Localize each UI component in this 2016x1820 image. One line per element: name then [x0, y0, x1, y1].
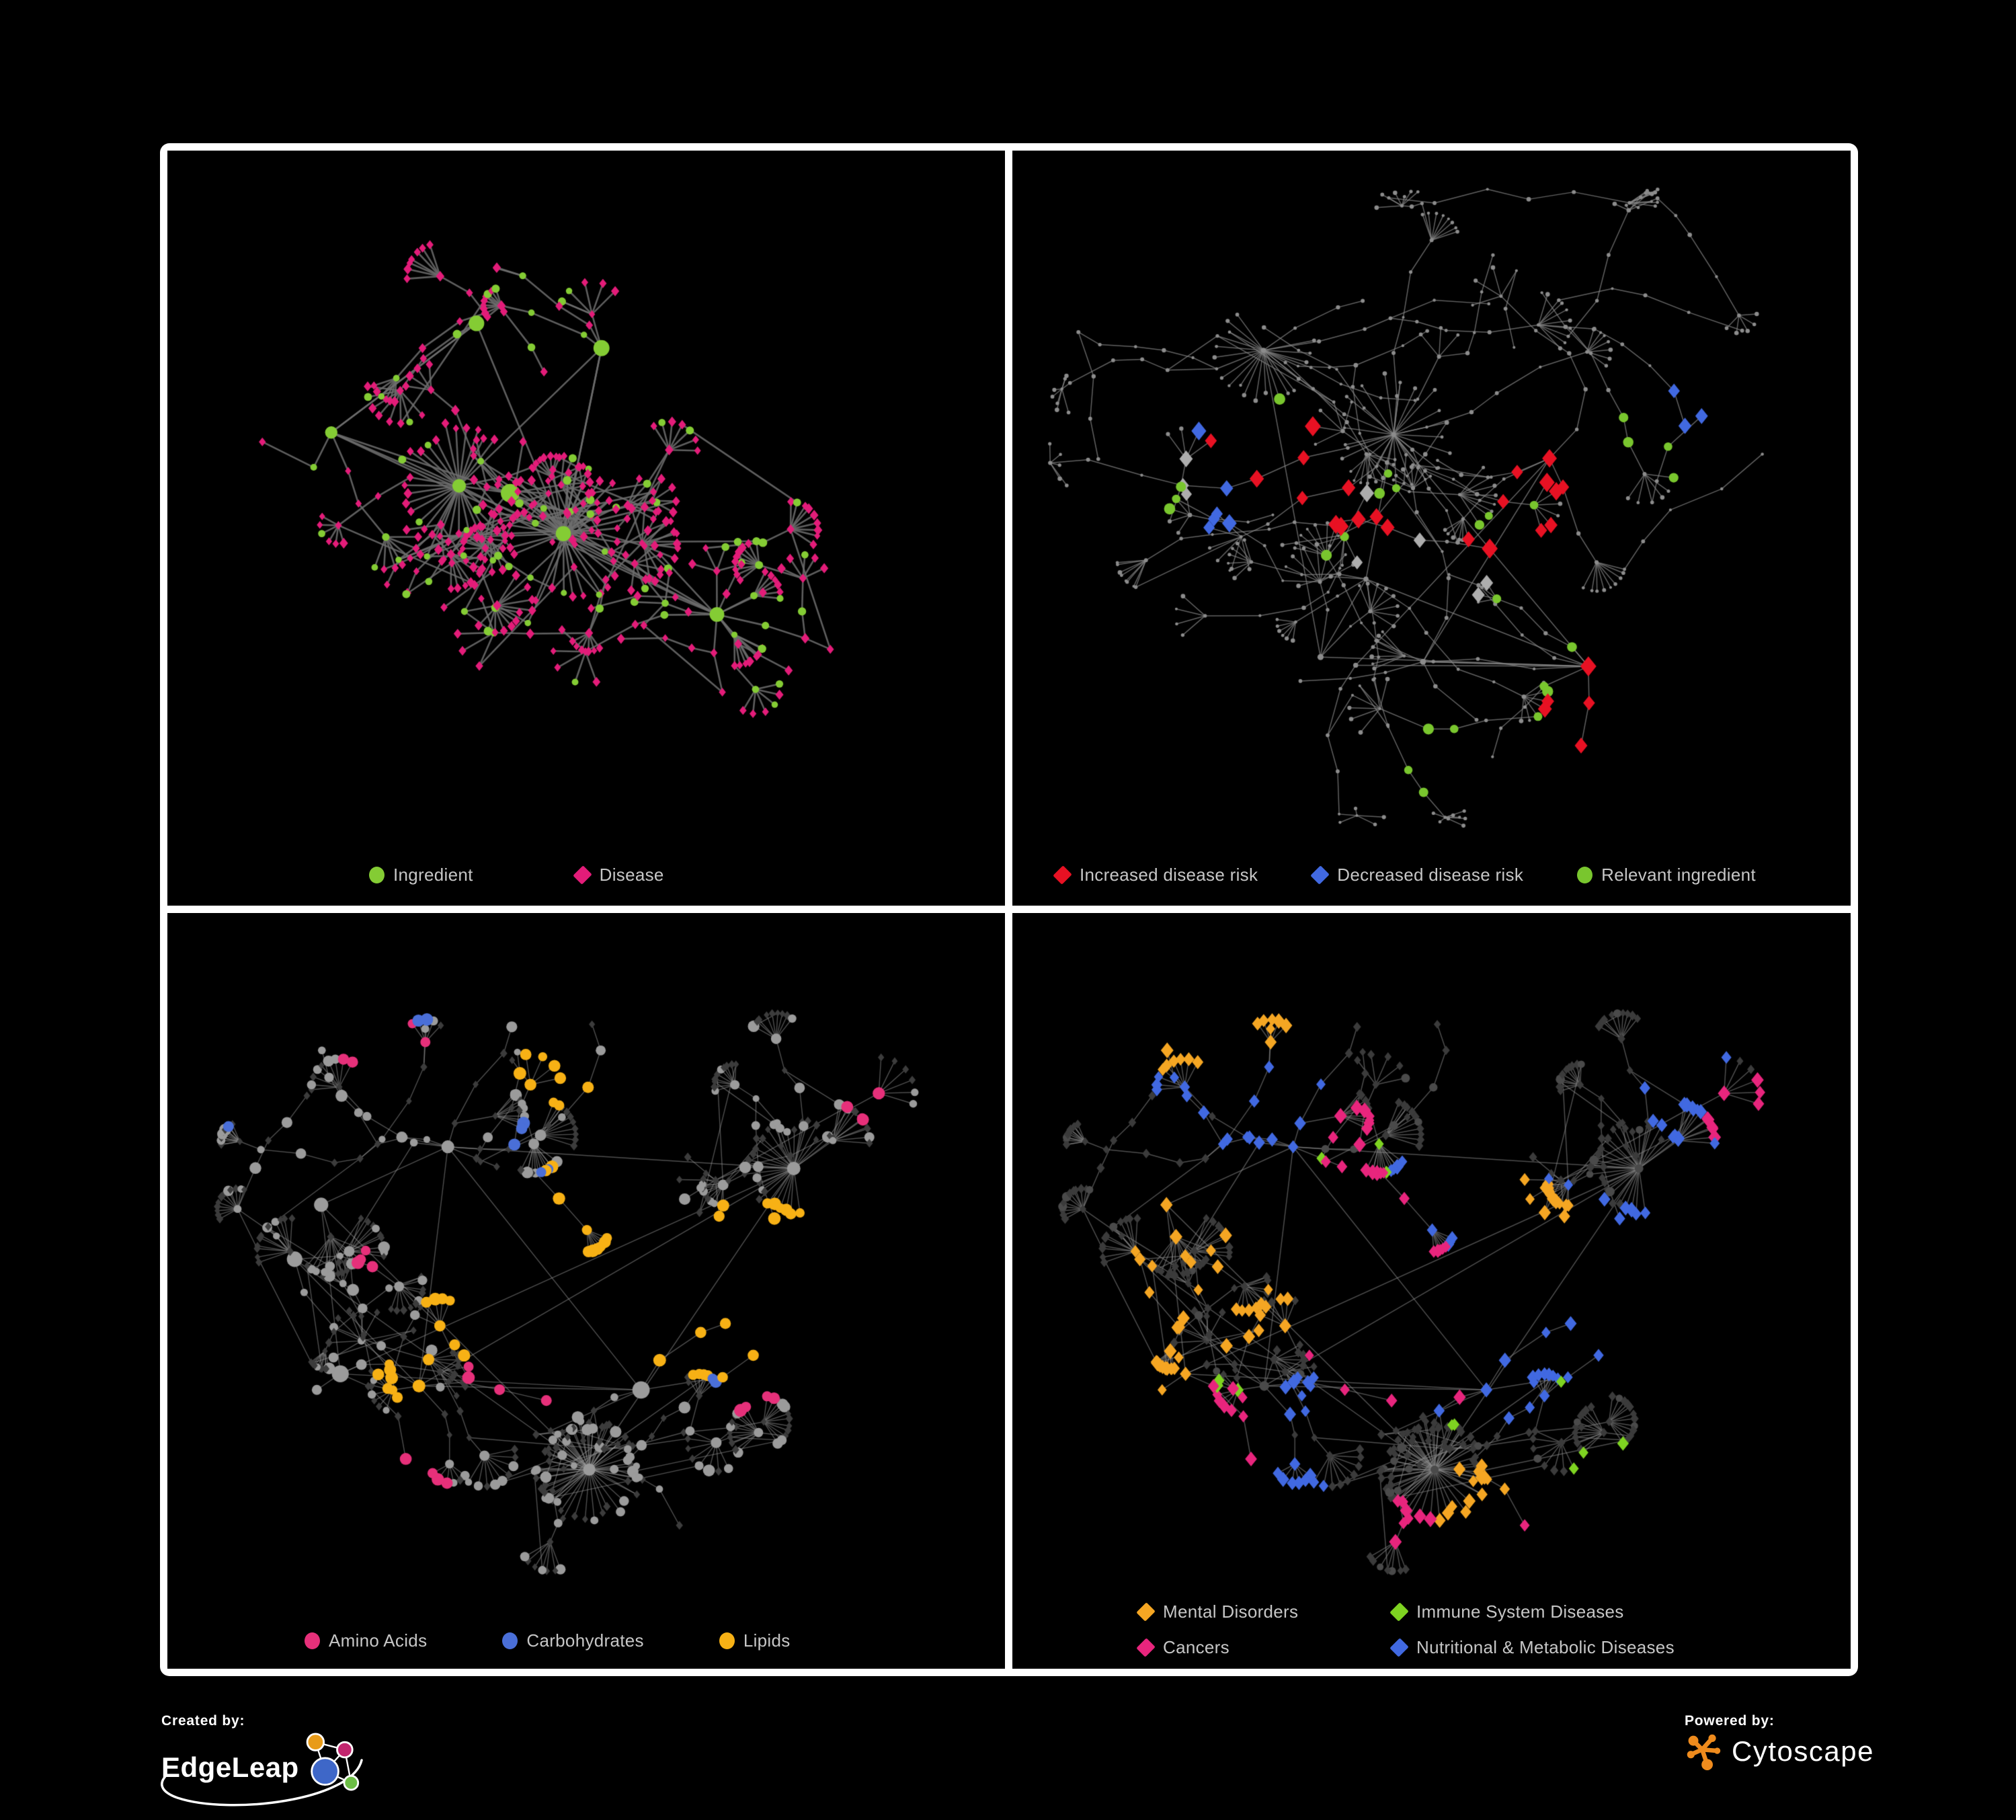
cytoscape-wordmark: Cytoscape [1732, 1735, 1874, 1767]
legend-item-carbohydrates: Carbohydrates [502, 1630, 644, 1651]
legend-ingredient-disease: Ingredient Disease [369, 865, 664, 885]
edgeleap-brand: EdgeLeap [161, 1732, 366, 1807]
legend-label: Increased disease risk [1080, 865, 1258, 885]
panel-nutrient-class-network: Amino Acids Carbohydrates Lipids [167, 913, 1005, 1669]
legend-label: Lipids [743, 1630, 791, 1651]
legend-item-lipids: Lipids [719, 1630, 791, 1651]
immune-system-diseases-diamond-marker [1389, 1602, 1409, 1622]
legend-disease-class: Mental Disorders Immune System Diseases … [1136, 1601, 1675, 1658]
edgeleap-logo-icon [306, 1733, 359, 1791]
cancers-diamond-marker [1136, 1638, 1156, 1657]
cytoscape-logo-icon [1687, 1734, 1721, 1770]
legend-label: Decreased disease risk [1337, 865, 1524, 885]
network-canvas-disease-class [1012, 913, 1851, 1669]
network-canvas-nutrient-class [167, 913, 1005, 1669]
disease-diamond-marker [572, 865, 592, 885]
legend-label: Immune System Diseases [1416, 1601, 1624, 1622]
edgeleap-wordmark: EdgeLeap [161, 1751, 299, 1783]
legend-item-increased-risk: Increased disease risk [1053, 865, 1258, 885]
edgeleap-node-blue [310, 1757, 339, 1786]
edgeleap-node-orange [306, 1733, 325, 1751]
legend-label: Ingredient [393, 865, 473, 885]
legend-item-decreased-risk: Decreased disease risk [1310, 865, 1524, 885]
amino-acids-circle-marker [305, 1632, 320, 1649]
cytoscape-icon-nodes [1687, 1734, 1721, 1770]
legend-label: Disease [599, 865, 664, 885]
legend-disease-risk: Increased disease risk Decreased disease… [1053, 865, 1756, 885]
legend-item-amino-acids: Amino Acids [305, 1630, 427, 1651]
decreased-risk-diamond-marker [1310, 865, 1330, 885]
legend-label: Mental Disorders [1163, 1601, 1299, 1622]
legend-label: Relevant ingredient [1601, 865, 1756, 885]
nutritional-metabolic-diamond-marker [1389, 1638, 1409, 1657]
created-by-credit: Created by: EdgeLeap [161, 1713, 366, 1807]
legend-label: Carbohydrates [526, 1630, 644, 1651]
network-canvas-disease-risk [1012, 151, 1851, 906]
panel-disease-risk-network: Increased disease risk Decreased disease… [1012, 151, 1851, 906]
powered-by-label: Powered by: [1685, 1713, 1775, 1729]
panel-disease-class-network: Mental Disorders Immune System Diseases … [1012, 913, 1851, 1669]
edgeleap-swoosh [161, 1759, 363, 1807]
increased-risk-diamond-marker [1053, 865, 1072, 885]
relevant-ingredient-circle-marker [1577, 867, 1593, 883]
legend-label: Amino Acids [329, 1630, 428, 1651]
created-by-label: Created by: [161, 1713, 245, 1729]
carbohydrates-circle-marker [502, 1632, 518, 1649]
legend-item-disease: Disease [572, 865, 664, 885]
legend-item-cancers: Cancers [1136, 1637, 1391, 1658]
powered-by-credit: Powered by: Cytosc [1685, 1713, 1874, 1771]
panel-grid-frame: Ingredient Disease Increased disease ris… [160, 143, 1858, 1676]
lipids-circle-marker [719, 1632, 735, 1649]
ingredient-circle-marker [369, 867, 385, 883]
edgeleap-node-magenta [335, 1741, 354, 1759]
legend-nutrient-class: Amino Acids Carbohydrates Lipids [305, 1630, 791, 1651]
legend-item-relevant-ingredient: Relevant ingredient [1577, 865, 1756, 885]
edgeleap-node-green [343, 1774, 359, 1791]
legend-label: Nutritional & Metabolic Diseases [1416, 1637, 1675, 1657]
legend-item-ingredient: Ingredient [369, 865, 473, 885]
network-canvas-ingredient-disease [167, 151, 1005, 906]
mental-disorders-diamond-marker [1136, 1602, 1156, 1622]
cytoscape-brand: Cytoscape [1685, 1732, 1874, 1771]
legend-item-mental-disorders: Mental Disorders [1136, 1601, 1391, 1622]
panel-ingredient-disease-network: Ingredient Disease [167, 151, 1005, 906]
legend-label: Cancers [1163, 1637, 1229, 1657]
legend-item-immune-system-diseases: Immune System Diseases [1389, 1601, 1675, 1622]
legend-item-nutritional-metabolic-diseases: Nutritional & Metabolic Diseases [1389, 1637, 1675, 1658]
